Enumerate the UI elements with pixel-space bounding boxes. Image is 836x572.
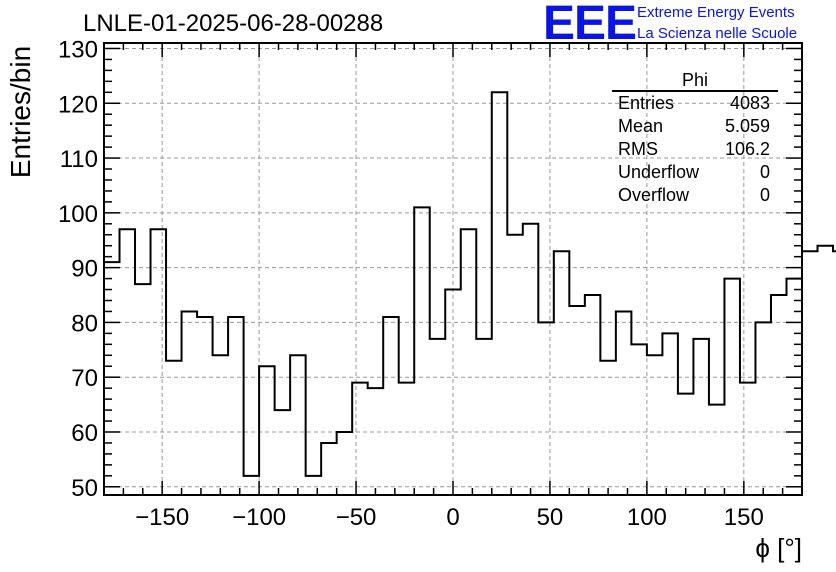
stats-row-underflow: Underflow 0 xyxy=(612,161,778,184)
y-tick-label: 50 xyxy=(71,475,98,502)
histogram-bin xyxy=(182,311,198,495)
stats-value: 106.2 xyxy=(724,139,770,159)
y-tick-label: 130 xyxy=(58,36,98,63)
histogram-bin xyxy=(724,279,740,495)
histogram-bin xyxy=(290,355,306,495)
histogram-bin xyxy=(678,394,694,495)
stats-label: Underflow xyxy=(618,162,700,182)
histogram-bin xyxy=(383,317,399,495)
histogram-bin xyxy=(693,339,709,495)
histogram-bin xyxy=(368,388,384,495)
stats-label: Entries xyxy=(618,93,675,113)
histogram-bin xyxy=(709,405,725,495)
histogram-bin xyxy=(507,235,523,495)
histogram-bin xyxy=(647,355,663,495)
histogram-bin xyxy=(523,224,539,495)
histogram-bin xyxy=(755,322,771,495)
x-tick-label: 150 xyxy=(724,504,764,531)
histogram-bin xyxy=(585,295,601,495)
stats-value: 0 xyxy=(759,185,770,205)
stats-label: RMS xyxy=(618,139,658,159)
y-tick-label: 70 xyxy=(71,365,98,392)
histogram-bin xyxy=(166,361,182,495)
histogram-bin xyxy=(104,262,120,495)
histogram-bin xyxy=(616,311,632,495)
x-tick-label: 100 xyxy=(627,504,667,531)
stats-row-entries: Entries 4083 xyxy=(612,92,778,115)
y-tick-label: 100 xyxy=(58,201,98,228)
histogram-bin xyxy=(802,251,818,495)
histogram-bin xyxy=(120,229,136,495)
histogram-bin xyxy=(662,333,678,495)
x-tick-label: 0 xyxy=(446,504,459,531)
y-tick-label: 110 xyxy=(60,146,98,173)
stats-row-rms: RMS 106.2 xyxy=(612,138,778,161)
histogram-bin xyxy=(430,339,446,495)
histogram-bin xyxy=(740,383,756,495)
histogram-bin xyxy=(135,284,151,495)
x-tick-label: −100 xyxy=(232,504,286,531)
histogram-bin xyxy=(306,476,322,495)
histogram-bin xyxy=(399,383,415,495)
histogram-bin xyxy=(259,366,275,495)
stats-row-overflow: Overflow 0 xyxy=(612,184,778,207)
stats-box: Phi Entries 4083 Mean 5.059 RMS 106.2 Un… xyxy=(612,70,778,207)
histogram-bin xyxy=(818,246,834,495)
y-tick-label: 90 xyxy=(71,256,98,283)
histogram-bin xyxy=(538,322,554,495)
histogram-bin xyxy=(197,317,213,495)
stats-label: Mean xyxy=(618,116,664,136)
histogram-bin xyxy=(554,251,570,495)
stats-title: Phi xyxy=(612,70,778,92)
x-tick-label: −50 xyxy=(336,504,377,531)
histogram-bin xyxy=(228,317,244,495)
histogram-bin xyxy=(476,339,492,495)
histogram-bin xyxy=(352,383,368,495)
histogram-bin xyxy=(213,355,229,495)
y-tick-label: 60 xyxy=(71,420,98,447)
histogram-bin xyxy=(151,229,167,495)
histogram-bin xyxy=(244,476,260,495)
x-tick-label: −150 xyxy=(135,504,189,531)
stats-label: Overflow xyxy=(618,185,690,205)
logo-subtitle-1: Extreme Energy Events xyxy=(637,4,795,21)
x-tick-label: 50 xyxy=(537,504,564,531)
chart-title: LNLE-01-2025-06-28-00288 xyxy=(83,10,384,37)
histogram-bin xyxy=(492,92,508,495)
logo-subtitle-2: La Scienza nelle Scuole xyxy=(637,25,798,42)
y-axis-label: Entries/bin xyxy=(5,45,36,179)
histogram-bin xyxy=(771,295,787,495)
histogram-line xyxy=(104,91,836,477)
eee-logo: EEE xyxy=(543,0,637,50)
y-tick-label: 80 xyxy=(71,310,98,337)
y-tick-label: 120 xyxy=(58,91,98,118)
x-axis-label: ϕ [°] xyxy=(755,533,802,563)
stats-value: 4083 xyxy=(729,93,770,113)
histogram-bin xyxy=(461,229,477,495)
histogram-bin xyxy=(631,344,647,495)
stats-value: 5.059 xyxy=(724,116,770,136)
histogram-bin xyxy=(569,306,585,495)
histogram-bin xyxy=(600,361,616,495)
stats-row-mean: Mean 5.059 xyxy=(612,115,778,138)
histogram-bin xyxy=(337,432,353,495)
stats-value: 0 xyxy=(759,162,770,182)
histogram-bin xyxy=(275,410,291,495)
histogram-bin xyxy=(414,207,430,495)
